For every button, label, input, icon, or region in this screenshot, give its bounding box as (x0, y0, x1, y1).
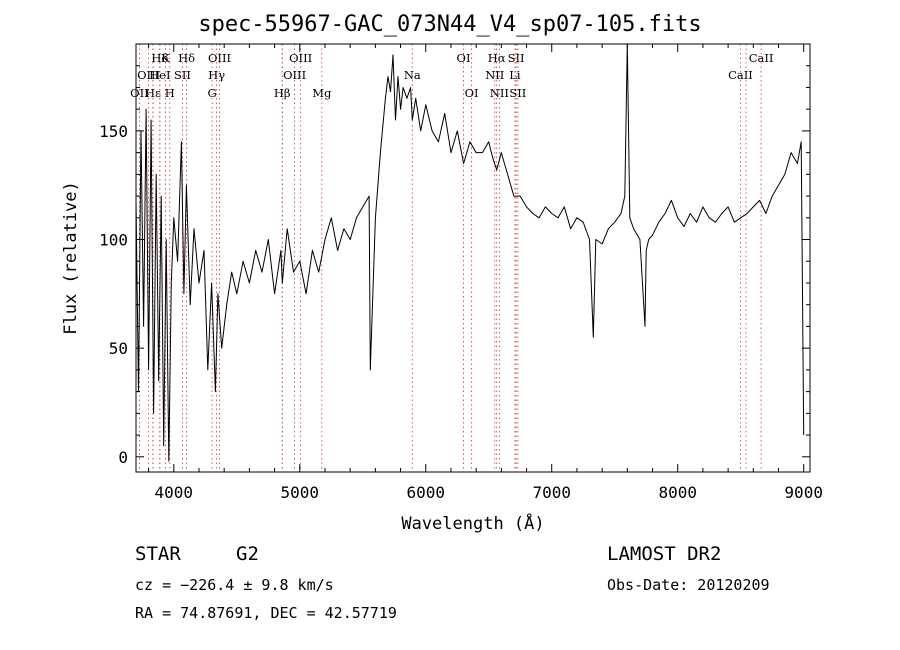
line-label: Hδ (178, 51, 195, 65)
line-label: HeI (149, 68, 170, 82)
line-label: NII (490, 86, 509, 100)
x-tick-label: 9000 (784, 483, 823, 502)
line-label: Hα (488, 51, 506, 65)
axis-ticks: 4000 5000 6000 7000 8000 9000 0 50 100 150 (99, 44, 823, 502)
survey-label: LAMOST DR2 (607, 543, 722, 565)
line-label: H (165, 86, 175, 100)
line-label: OII (130, 86, 149, 100)
line-label: Mg (312, 86, 332, 100)
x-tick-label: 8000 (658, 483, 697, 502)
y-tick-label: 150 (99, 122, 128, 141)
line-label: CaII (749, 51, 774, 65)
line-label: Hγ (208, 68, 225, 82)
line-label: OIII (137, 68, 160, 82)
y-tick-label: 50 (109, 339, 128, 358)
chart-title: spec-55967-GAC_073N44_V4_sp07-105.fits (198, 12, 702, 37)
line-label: Na (404, 68, 421, 82)
coordinates-text: RA = 74.87691, DEC = 42.57719 (135, 604, 397, 622)
line-label: Li (509, 68, 521, 82)
line-label: Hβ (274, 86, 291, 100)
x-axis-label: Wavelength (Å) (401, 512, 544, 534)
class-label: STAR (135, 543, 181, 565)
line-label: G (207, 86, 216, 100)
line-label: OIII (208, 51, 231, 65)
line-label: Hδ (151, 51, 168, 65)
plot-frame (135, 43, 811, 473)
line-label: Hε (145, 86, 161, 100)
subclass-label: G2 (236, 543, 259, 565)
line-label: CaII (728, 68, 753, 82)
line-label: OI (465, 86, 479, 100)
line-label: OIII (283, 68, 306, 82)
line-label: SII (509, 86, 526, 100)
x-tick-label: 7000 (532, 483, 571, 502)
spectrum-line (135, 43, 805, 462)
y-tick-label: 100 (99, 231, 128, 250)
line-label: SII (174, 68, 191, 82)
x-tick-label: 4000 (155, 483, 194, 502)
obs-date-text: Obs-Date: 20120209 (607, 576, 770, 594)
line-label: OIII (289, 51, 312, 65)
y-axis-label: Flux (relative) (61, 181, 81, 335)
spectrum-series (135, 43, 805, 462)
line-label: NII (485, 68, 504, 82)
line-markers (139, 44, 762, 472)
x-tick-label: 5000 (281, 483, 320, 502)
y-tick-label: 0 (118, 448, 128, 467)
x-tick-label: 6000 (406, 483, 445, 502)
line-label: K (161, 51, 170, 65)
line-label: OI (457, 51, 471, 65)
line-label: SII (508, 51, 525, 65)
redshift-text: cz = −226.4 ± 9.8 km/s (135, 576, 334, 594)
